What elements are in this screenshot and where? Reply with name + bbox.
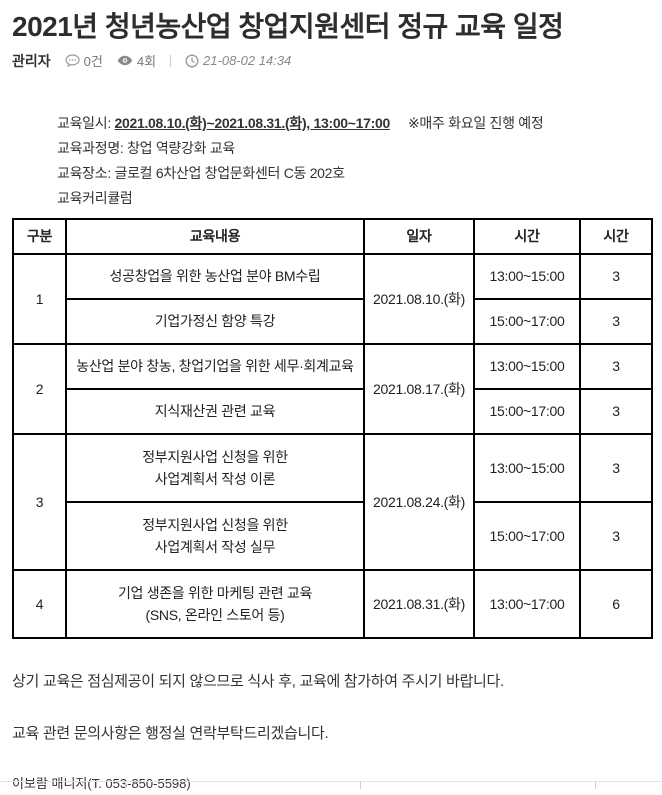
post-body-info: 교육일시: 2021.08.10.(화)~2021.08.31.(화), 13:… [57,111,650,211]
cell-group-no: 3 [12,432,67,571]
bottom-divider [0,781,662,789]
cell-hours: 3 [579,432,653,503]
cell-hours: 3 [579,500,653,571]
cell-group-no: 2 [12,342,67,435]
table-row: 3 정부지원사업 신청을 위한 사업계획서 작성 이론 2021.08.24.(화) 1… [12,432,653,571]
cell-content: 정부지원사업 신청을 위한 사업계획서 작성 실무 [65,500,365,571]
cell-content: 기업가정신 함양 특강 [65,297,365,345]
post-meta: 관리자 0건 4회 [12,51,650,71]
table-row: 정부지원사업 신청을 위한 사업계획서 작성 실무 15:00~17:00 3 [13,500,653,571]
view-count: 4회 [117,51,156,70]
cell-hours: 3 [579,252,653,300]
table-row: 1 성공창업을 위한 농산업 분야 BM수립 2021.08.10.(화) 13:00… [12,252,653,345]
cell-group-no: 4 [12,568,67,639]
post-datetime-label: 21-08-02 14:34 [203,53,292,69]
divider-tick [595,782,596,789]
cell-hours: 6 [579,568,653,639]
cell-content: 성공창업을 위한 농산업 분야 BM수립 [65,252,365,300]
cell-content: 기업 생존을 위한 마케팅 관련 교육 (SNS, 온라인 스토어 등) [65,568,365,639]
schedule-value: 2021.08.10.(화)~2021.08.31.(화), 13:00~17:… [114,114,391,131]
divider-tick [360,782,361,789]
cell-content: 정부지원사업 신청을 위한 사업계획서 작성 이론 [65,432,365,503]
cell-time: 13:00~17:00 [473,568,581,639]
cell-hours: 3 [579,297,653,345]
clock-icon [185,54,199,68]
comment-icon [65,54,80,68]
cell-hours: 3 [579,387,653,435]
cell-time: 13:00~15:00 [473,342,581,390]
cell-time: 15:00~17:00 [473,297,581,345]
info-place: 교육장소: 글로컬 6차산업 창업문화센터 C동 202호 [57,164,345,181]
table-header-3: 시간 [473,217,581,255]
cell-time: 13:00~15:00 [473,252,581,300]
notice-inquiry: 교육 관련 문의사항은 행정실 연락부탁드리겠습니다. [12,724,329,742]
table-row: 지식재산권 관련 교육 15:00~17:00 3 [13,387,653,435]
schedule-note: ※매주 화요일 진행 예정 [407,114,544,131]
info-schedule: 교육일시: 2021.08.10.(화)~2021.08.31.(화), 13:… [57,111,650,136]
eye-icon [117,55,133,66]
cell-date: 2021.08.31.(화) [363,568,475,639]
cell-date: 2021.08.24.(화) [363,432,475,571]
comment-count-label: 0건 [83,54,103,70]
table-row: 4 기업 생존을 위한 마케팅 관련 교육 (SNS, 온라인 스토어 등) 2021… [12,568,653,639]
meta-separator [170,54,172,67]
post-title: 2021년 청년농산업 창업지원센터 정규 교육 일정 [12,11,564,42]
info-curriculum: 교육커리큘럼 [57,189,133,206]
contact-info: 이보람 매니저(T. 053-850-5598) [12,775,191,791]
cell-time: 15:00~17:00 [473,387,581,435]
cell-date: 2021.08.10.(화) [363,252,475,345]
cell-time: 15:00~17:00 [473,500,581,571]
post-datetime: 21-08-02 14:34 [185,53,291,68]
post-author: 관리자 [12,52,51,69]
table-header-2: 일자 [363,217,475,255]
table-header-4: 시간 [579,217,653,255]
table-row: 기업가정신 함양 특강 15:00~17:00 3 [13,297,653,345]
cell-content: 지식재산권 관련 교육 [65,387,365,435]
cell-group-no: 1 [12,252,67,345]
schedule-label: 교육일시: [57,114,115,131]
table-header-1: 교육내용 [65,217,365,255]
notice-lunch: 상기 교육은 점심제공이 되지 않으므로 식사 후, 교육에 참가하여 주시기 … [12,672,504,690]
table-row: 2 농산업 분야 창농, 창업기업을 위한 세무·회계교육 2021.08.17.(… [12,342,653,435]
divider-tick [125,782,126,789]
comment-count: 0건 [65,51,103,70]
cell-time: 13:00~15:00 [473,432,581,503]
table-header-0: 구분 [12,217,67,255]
curriculum-table: 구분 교육내용 일자 시간 시간 1 성공창업을 위한 농산업 분야 BM수립 2021.0… [12,217,653,639]
cell-date: 2021.08.17.(화) [363,342,475,435]
cell-content: 농산업 분야 창농, 창업기업을 위한 세무·회계교육 [65,342,365,390]
view-count-label: 4회 [136,54,157,70]
info-course: 교육과정명: 창업 역량강화 교육 [57,139,235,156]
cell-hours: 3 [579,342,653,390]
